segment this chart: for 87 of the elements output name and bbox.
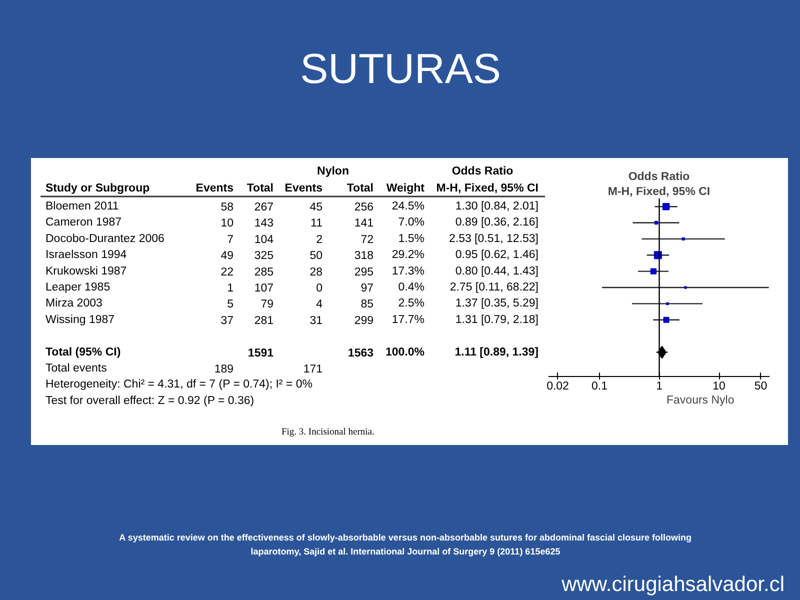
data-label: 143	[254, 218, 274, 230]
x-tick-label: 50	[754, 380, 768, 392]
data-label: 0.95 [0.62, 1.46]	[455, 249, 539, 262]
x-tick-label: 0.02	[546, 380, 569, 392]
data-label: 17.7%	[392, 314, 424, 326]
series-label: Events	[196, 182, 234, 194]
data-label: 295	[354, 266, 374, 278]
data-label: 1591	[248, 347, 274, 360]
text: www.cirugiahsalvador.cl	[560, 573, 785, 596]
data-label: 171	[303, 364, 322, 376]
text: A systematic review on the effectiveness of slowly-absorbable versus non-absorbable sutures for abdominal fascial closure following laparotomy, Sajid et al. International Journal of Surgery 9 (2011) 615e625	[119, 532, 692, 556]
data-label: 79	[260, 298, 274, 311]
category-label: Leaper 1985	[46, 282, 110, 294]
data-label: 17.3%	[392, 265, 424, 278]
data-label: 1.30 [0.84, 2.01]	[455, 200, 539, 212]
data-label: 0.80 [0.44, 1.43]	[455, 265, 539, 278]
data-label: 104	[254, 234, 274, 246]
data-label: 0	[316, 282, 323, 294]
data-label: 189	[214, 364, 234, 376]
category-label: Docobo-Durantez 2006	[46, 232, 164, 245]
text: Nylon	[317, 166, 349, 178]
text: Total	[346, 182, 374, 194]
data-label: 256	[354, 202, 374, 214]
data-label: 1.31 [0.79, 2.18]	[455, 314, 539, 326]
data-label: 5	[227, 298, 234, 311]
data-label: 141	[354, 218, 374, 230]
data-label: 1563	[348, 347, 374, 360]
text: M-H, Fixed, 95% CI	[608, 186, 710, 198]
data-label: 4	[316, 298, 324, 311]
data-label: 11	[310, 218, 323, 230]
data-label: 28	[310, 266, 323, 278]
text: Favours Nylo	[666, 394, 734, 406]
x-tick-label: 1	[656, 380, 662, 392]
data-label: 100.0%	[385, 346, 425, 358]
data-label: 24.5%	[392, 200, 424, 212]
data-label: 58	[220, 202, 234, 214]
text: Odds Ratio	[452, 166, 514, 178]
text: Test for overall effect: Z = 0.92 (P = 0.36)	[46, 394, 254, 407]
data-label: 2.75 [0.11, 68.22]	[450, 282, 539, 294]
data-label: 72	[360, 234, 374, 246]
text: Study or Subgroup	[46, 182, 150, 194]
x-tick-label: 10	[712, 380, 726, 392]
text: Odds Ratio	[628, 171, 690, 183]
data-label: 2.5%	[398, 298, 425, 310]
text: Heterogeneity: Chi² = 4.31, df = 7 (P = 0.74); I² = 0%	[46, 378, 312, 391]
category-label: Cameron 1987	[46, 216, 122, 229]
data-label: 1.37 [0.35, 5.29]	[455, 298, 539, 310]
data-label: 285	[254, 266, 274, 278]
category-label: Total events	[46, 362, 108, 374]
data-label: 31	[310, 314, 323, 327]
data-label: 10	[220, 218, 234, 230]
category-label: Wissing 1987	[46, 314, 115, 326]
data-label: 267	[254, 202, 274, 214]
data-label: 49	[220, 250, 234, 262]
text: Events	[284, 182, 323, 194]
data-label: 2.53 [0.51, 12.53]	[448, 232, 539, 245]
data-label: 1.11 [0.89, 1.39]	[454, 346, 539, 358]
data-label: 22	[220, 266, 234, 278]
data-label: 0.4%	[398, 282, 425, 294]
category-label: Krukowski 1987	[46, 265, 127, 278]
data-label: 2	[316, 234, 323, 246]
data-label: 1	[227, 282, 234, 294]
text: Weight	[386, 182, 425, 194]
data-label: 7.0%	[398, 216, 425, 229]
data-label: 1.5%	[398, 232, 425, 245]
category-label: Bloemen 2011	[46, 200, 119, 212]
category-label: Mirza 2003	[46, 298, 102, 310]
data-label: 45	[310, 202, 323, 214]
data-label: 299	[354, 314, 374, 327]
data-label: 37	[220, 314, 234, 327]
data-label: 7	[227, 234, 234, 246]
data-label: 29.2%	[392, 249, 424, 262]
data-label: 85	[360, 298, 374, 311]
text: SUTURAS	[300, 45, 501, 92]
category-label: Israelsson 1994	[46, 249, 128, 262]
data-label: 325	[254, 250, 274, 262]
caption: Fig. 3. Incisional hernia.	[282, 428, 374, 438]
category-label: Total (95% CI)	[46, 346, 121, 358]
text: M-H, Fixed, 95% CI	[436, 182, 539, 194]
data-label: 281	[254, 314, 274, 327]
data-label: 107	[254, 282, 274, 294]
data-label: 0.89 [0.36, 2.16]	[455, 216, 539, 229]
data-label: 318	[354, 250, 374, 262]
data-label: 50	[310, 250, 323, 262]
text: Total	[246, 182, 274, 194]
x-tick-label: 0.1	[592, 380, 608, 392]
data-label: 97	[360, 282, 374, 294]
